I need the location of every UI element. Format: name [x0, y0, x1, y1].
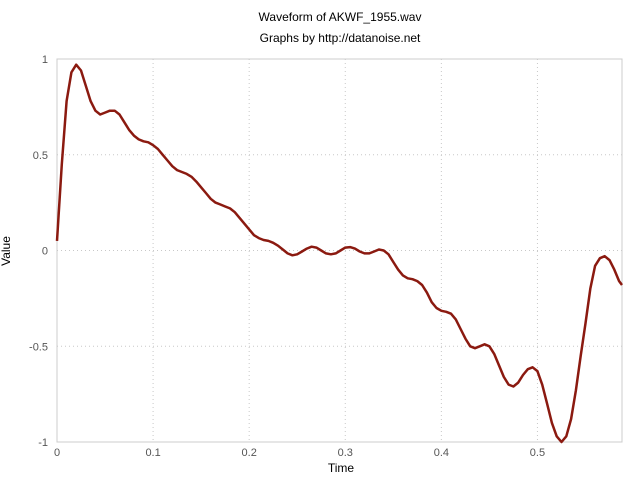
- x-tick-label: 0: [54, 447, 60, 459]
- x-axis-label: Time: [328, 461, 355, 475]
- x-tick-label: 0.2: [242, 447, 257, 459]
- chart-subtitle: Graphs by http://datanoise.net: [260, 31, 421, 45]
- y-axis-ticks: 1 0.5 0 -0.5 -1: [29, 54, 48, 449]
- waveform-line: [55, 63, 624, 444]
- y-axis-label: Value: [0, 236, 13, 266]
- x-tick-label: 0.3: [338, 447, 353, 459]
- y-tick-label: -0.5: [29, 341, 48, 353]
- chart-title: Waveform of AKWF_1955.wav: [259, 10, 422, 24]
- y-tick-label: 1: [42, 54, 48, 66]
- x-axis-ticks: 0 0.1 0.2 0.3 0.4 0.5: [54, 447, 545, 459]
- y-tick-label: -1: [38, 437, 48, 449]
- x-tick-label: 0.4: [434, 447, 449, 459]
- y-tick-label: 0.5: [33, 150, 48, 162]
- plot-frame: [56, 58, 623, 443]
- y-tick-label: 0: [42, 246, 48, 258]
- x-tick-label: 0.5: [530, 447, 545, 459]
- x-tick-label: 0.1: [145, 447, 160, 459]
